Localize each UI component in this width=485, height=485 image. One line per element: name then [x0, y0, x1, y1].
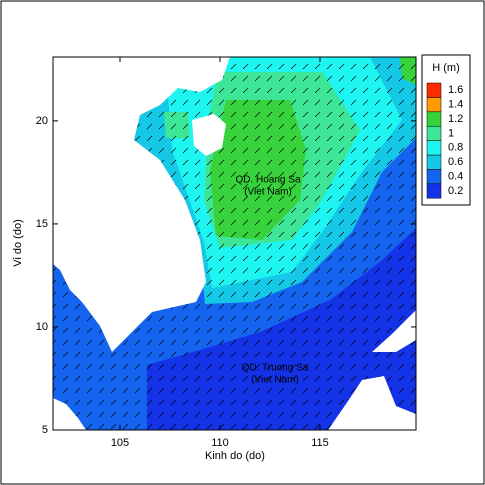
legend-label: 1.4: [448, 99, 463, 111]
legend-swatch: [426, 97, 442, 113]
legend-label: 0.8: [448, 142, 463, 154]
legend-label: 1.6: [448, 84, 463, 96]
land-borneo: [328, 376, 416, 430]
annotation: QD. Hoang Sa: [235, 175, 300, 186]
x-tick-label: 115: [311, 437, 329, 449]
legend-swatch: [426, 125, 442, 141]
annotation: QD. Truong Sa: [242, 363, 309, 374]
y-tick-label: 5: [42, 424, 48, 436]
legend-title: H (m): [432, 62, 460, 74]
land-hainan: [192, 114, 226, 156]
land-palawan: [372, 310, 416, 352]
annotation: (Viet Nam): [244, 187, 292, 198]
legend-swatch: [426, 82, 442, 98]
y-axis-label: Vi do (do): [12, 219, 24, 267]
legend-label: 1: [448, 127, 454, 139]
legend-swatch: [426, 154, 442, 170]
legend-swatch: [426, 183, 442, 199]
legend-swatch: [426, 111, 442, 127]
legend-label: 1.2: [448, 113, 463, 125]
legend-label: 0.4: [448, 171, 463, 183]
x-axis-label: Kinh do (do): [205, 450, 265, 462]
legend-label: 0.6: [448, 156, 463, 168]
legend-swatch: [426, 140, 442, 156]
plot-area: [53, 57, 416, 430]
x-tick-label: 105: [111, 437, 129, 449]
x-tick-label: 110: [211, 437, 229, 449]
legend-swatch: [426, 169, 442, 185]
land-mainland: [53, 57, 230, 352]
y-tick-label: 10: [36, 321, 48, 333]
annotation: (Viet Nam): [251, 375, 299, 386]
y-tick-label: 20: [36, 115, 48, 127]
legend-label: 0.2: [448, 185, 463, 197]
plot-frame: [52, 56, 417, 431]
y-tick-label: 15: [36, 218, 48, 230]
land-peninsula: [53, 398, 86, 430]
